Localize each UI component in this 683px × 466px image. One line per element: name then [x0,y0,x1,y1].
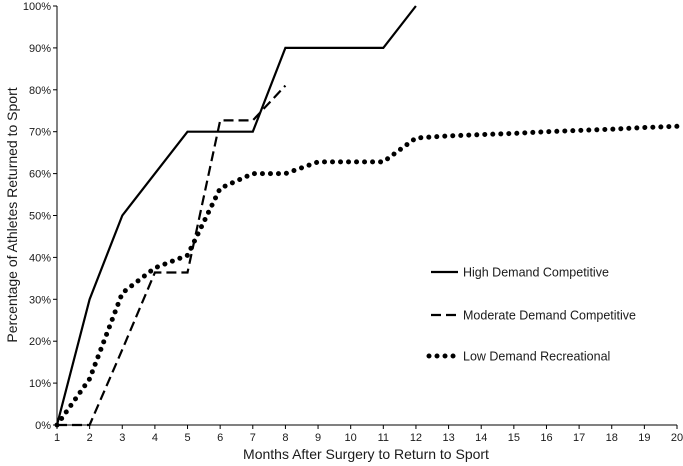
y-axis-label: Percentage of Athletes Returned to Sport [4,87,20,342]
x-tick-label: 3 [119,432,125,444]
y-tick-label: 70% [29,127,51,139]
y-tick-label: 90% [29,43,51,55]
legend-label-3: Low Demand Recreational [463,350,610,364]
y-tick-label: 0% [35,420,51,432]
x-tick-label: 6 [217,432,223,444]
x-tick-label: 15 [508,432,520,444]
x-axis-label: Months After Surgery to Return to Sport [243,446,489,462]
x-tick-label: 16 [540,432,552,444]
series-line-1 [55,5,417,426]
y-tick-label: 80% [29,85,51,97]
y-tick-label: 60% [29,169,51,181]
x-tick-label: 8 [282,432,288,444]
x-tick-label: 20 [671,432,683,444]
x-tick-label: 10 [345,432,357,444]
y-tick-label: 20% [29,336,51,348]
x-tick-label: 4 [152,432,158,444]
legend-label-1: High Demand Competitive [463,266,609,280]
x-tick-label: 1 [54,432,60,444]
series-layer [54,5,680,428]
x-tick-label: 17 [573,432,585,444]
y-axis-ticks: 0% 10% 20% 30% 40% 50% 60% 70% 80% 90% 100% [23,1,57,432]
x-tick-label: 18 [606,432,618,444]
x-tick-label: 19 [638,432,650,444]
series-line-3 [54,123,680,428]
y-tick-label: 50% [29,211,51,223]
x-tick-label: 2 [87,432,93,444]
legend: High Demand Competitive Moderate Demand C… [426,266,636,364]
x-tick-label: 14 [475,432,487,444]
legend-label-2: Moderate Demand Competitive [463,309,636,323]
y-tick-label: 100% [23,1,51,13]
x-tick-label: 13 [442,432,454,444]
series-line-2 [57,84,287,427]
x-tick-label: 7 [250,432,256,444]
x-axis-ticks: 1 2 3 4 5 6 7 8 9 10 11 12 13 14 15 16 17 18 19 20 [54,425,683,444]
x-tick-label: 12 [410,432,422,444]
x-tick-label: 5 [184,432,190,444]
x-tick-label: 11 [378,432,389,444]
x-tick-label: 9 [315,432,321,444]
y-tick-label: 40% [29,252,51,264]
y-tick-label: 30% [29,294,51,306]
y-tick-label: 10% [29,378,51,390]
